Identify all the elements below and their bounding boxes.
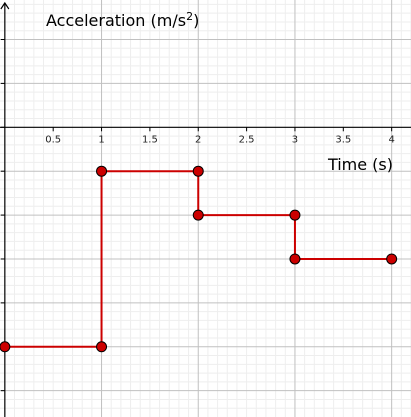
x-tick-label: 2.5 [239,134,255,145]
data-point [96,341,108,353]
data-point [289,209,301,221]
x-tick-label: 2 [195,134,201,145]
x-tick-label: 1 [98,134,104,145]
y-axis-arrow [0,1,10,10]
y-axis-title: Acceleration (m/s2) [46,10,199,30]
data-point [192,209,204,221]
data-point [386,253,398,265]
x-tick-label: 3.5 [335,134,351,145]
x-tick-label: 1.5 [142,134,158,145]
data-point [0,341,11,353]
x-tick-label: 4 [388,134,394,145]
series-layer [4,170,392,348]
data-point [96,165,108,177]
series-line [4,170,392,348]
data-point [192,165,204,177]
data-points [0,165,398,353]
x-tick-label: 3 [292,134,298,145]
x-tick-labels: 0.5 1 1.5 2 2.5 3 3.5 4 [45,134,395,145]
data-point [289,253,301,265]
x-tick-label: 0.5 [45,134,61,145]
x-axis-title: Time (s) [327,155,393,174]
